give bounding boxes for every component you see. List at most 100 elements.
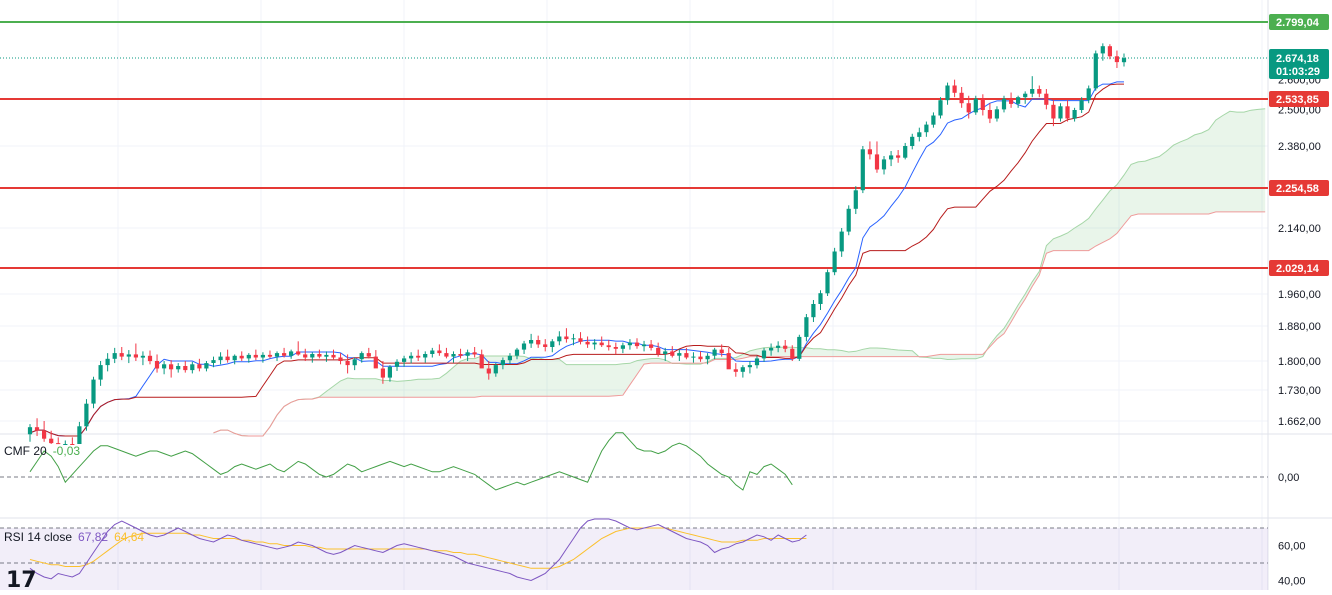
candle-body [451, 354, 456, 357]
price-tag-label: 2.799,04 [1276, 17, 1320, 29]
candle-body [769, 347, 774, 351]
candle-body [881, 159, 887, 170]
candle-body [649, 344, 654, 348]
price-tick-label: 1.880,00 [1278, 321, 1321, 333]
candle-body [493, 365, 498, 374]
candle-body [945, 85, 950, 101]
candle-body [34, 427, 40, 431]
rsi-title: RSI 14 close [4, 530, 73, 544]
candle-body [246, 354, 251, 359]
candle-body [747, 365, 752, 368]
candle-body [874, 154, 880, 170]
candle-body [430, 350, 435, 354]
candle-body [860, 149, 865, 191]
candle-body [289, 351, 294, 356]
candle-body [521, 343, 527, 350]
rsi-ma-value: 64,64 [114, 530, 145, 544]
candle-body [444, 353, 449, 357]
candle-body [119, 353, 124, 357]
candle-body [91, 379, 96, 404]
candle-body [740, 367, 745, 372]
candle-body [973, 98, 978, 113]
candle-body [959, 92, 964, 104]
candle-body [712, 349, 717, 356]
candle-body [232, 355, 237, 361]
indicator-panes [0, 432, 1268, 590]
candle-body [514, 349, 520, 356]
countdown-label: 01:03:29 [1276, 66, 1320, 78]
candle-body [543, 344, 548, 347]
candle-body [112, 353, 117, 359]
candle-body [620, 345, 625, 349]
candle-body [1009, 98, 1014, 104]
candle-body [345, 361, 350, 366]
candle-body [84, 403, 89, 427]
candle-body [987, 110, 992, 119]
candle-body [804, 317, 809, 337]
candle-body [267, 354, 273, 357]
candle-body [1093, 53, 1098, 89]
candle-body [98, 365, 103, 380]
candle-body [479, 354, 484, 369]
candle-body [211, 360, 216, 363]
candle-body [1086, 88, 1091, 101]
candle-body [486, 368, 491, 374]
candle-body [140, 355, 145, 358]
candle-body [606, 345, 611, 348]
candle-body [154, 361, 160, 369]
kijun-sen-line [29, 83, 1124, 437]
candle-body [846, 208, 851, 232]
candle-body [1107, 46, 1112, 57]
price-tag [1269, 91, 1329, 107]
senkou-span-b [213, 211, 1266, 437]
candle-body [656, 347, 661, 354]
candle-body [1065, 106, 1070, 119]
cmf-legend[interactable]: CMF 20 -0,03 [4, 444, 80, 458]
candle-body [63, 444, 68, 445]
price-tag-label: 2.254,58 [1276, 183, 1319, 195]
price-tick-label: 1.960,00 [1278, 289, 1321, 301]
cmf-title: CMF 20 [4, 444, 47, 458]
candle-body [394, 361, 400, 367]
candle-body [903, 146, 908, 158]
candle-body [359, 353, 364, 360]
candle-body [536, 340, 541, 345]
candle-body [550, 341, 555, 347]
candle-body [70, 444, 75, 445]
ichimoku-lines [29, 81, 1124, 437]
rsi-legend[interactable]: RSI 14 close 67,82 64,64 [4, 530, 144, 544]
candle-body [105, 358, 110, 366]
rsi-value: 67,82 [78, 530, 109, 544]
candle-body [627, 342, 632, 346]
candle-body [776, 345, 781, 348]
candle-body [1058, 106, 1063, 119]
rsi-band [0, 528, 1268, 590]
tradingview-logo[interactable]: 17 [6, 568, 37, 593]
candle-body [571, 338, 576, 340]
candle-body [952, 85, 957, 93]
candle-body [564, 336, 569, 340]
candle-body [994, 109, 999, 119]
candle-body [1100, 46, 1105, 54]
candle-body [889, 155, 894, 160]
candle-body [274, 353, 280, 357]
cmf-tick-label: 0,00 [1278, 472, 1299, 484]
price-tick-label: 1.800,00 [1278, 356, 1321, 368]
candle-body [77, 426, 82, 444]
candle-body [726, 353, 731, 370]
candle-body [924, 124, 929, 133]
horizontal-levels[interactable] [0, 21, 1268, 269]
price-tags: 2.799,04 2.533,85 2.254,58 2.029,14 2.674,18… [1269, 14, 1329, 276]
candle-body [366, 353, 371, 357]
candle-body [260, 354, 265, 358]
candle-body [507, 355, 512, 361]
candle-body [599, 342, 604, 346]
candle-body [684, 353, 689, 358]
candle-body [1121, 58, 1127, 63]
candle-body [1023, 93, 1028, 98]
candle-body [387, 366, 392, 378]
candle-body [352, 359, 357, 366]
